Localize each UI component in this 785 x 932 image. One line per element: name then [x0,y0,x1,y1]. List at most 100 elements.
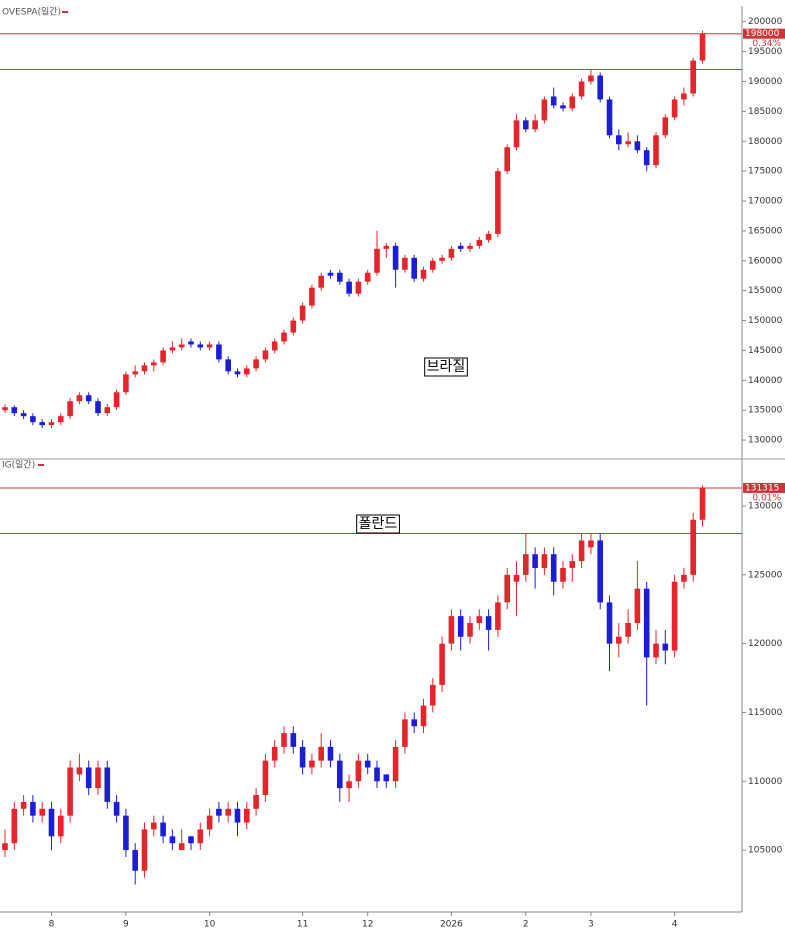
x-tick-label: 9 [123,920,129,930]
candle-body [448,616,455,644]
candle-body [309,287,315,306]
candle-body [132,371,138,375]
annotation: 브라질 [427,359,466,375]
candle-body [141,829,148,871]
candle-body [504,147,510,172]
candle-body [11,808,18,844]
candle-body [85,395,92,402]
candle-body [169,347,176,351]
candle-body [39,808,45,816]
candle-body [467,623,473,637]
candle-body [95,401,101,414]
candle-body [160,822,166,837]
candle-body [244,368,250,375]
x-tick-label: 2 [523,920,529,930]
candle-body [625,623,631,637]
candle-body [504,574,510,603]
candle-body [588,75,594,82]
candle-body [30,416,36,423]
candle-body [123,815,129,851]
candle-body [30,801,36,816]
candle-body [420,269,427,279]
x-tick-label: 4 [672,920,678,930]
candle-body [625,141,631,145]
candle-body [20,801,27,809]
candle-body [560,105,566,109]
candle-body [95,767,101,789]
candle-body [327,746,334,761]
candle-body [48,808,55,837]
candle-body [20,413,27,417]
candle-body [104,767,111,802]
candle-body [541,554,548,568]
title-icon [62,11,68,13]
candle-body [262,350,269,360]
candle-body [76,395,83,402]
candle-body [132,850,138,871]
y-tick-label: 145000 [748,346,783,356]
candle-body [206,344,213,348]
y-tick-label: 115000 [748,708,783,718]
candle-body [178,344,185,348]
annotation: 폴란드 [359,516,398,532]
candle-body [225,808,231,816]
candle-body [495,602,501,630]
y-tick-label: 130000 [748,436,783,446]
candle-body [681,574,687,582]
y-tick-label: 120000 [748,639,783,649]
candle-body [2,843,8,851]
candle-body [634,141,641,151]
candle-body [681,93,687,100]
candle-body [216,808,222,816]
y-tick-label: 160000 [748,256,783,266]
candle-body [550,554,557,582]
y-tick-label: 135000 [748,406,783,416]
candle-body [58,416,64,423]
x-tick-label: 3 [588,920,594,930]
candle-body [346,281,352,294]
candle-body [67,401,73,417]
x-tick-label: 8 [49,920,55,930]
candle-body [271,746,278,761]
candle-body [588,540,594,548]
candle-body [141,365,148,372]
candle-body [48,422,55,426]
y-tick-label: 155000 [748,286,783,296]
candle-body [374,248,380,273]
candle-body [513,120,520,148]
candle-body [281,733,287,747]
candle-body [457,245,464,249]
candle-body [299,305,306,321]
y-tick-label: 195000 [748,47,783,57]
change-label: 0.01% [752,493,781,503]
y-tick-label: 130000 [748,502,783,512]
candle-body [439,643,445,685]
candle-body [439,257,445,261]
candle-body [653,135,659,166]
candle-body [671,581,678,651]
candle-body [113,392,120,408]
last-price-box [743,482,785,493]
y-tick-label: 125000 [748,570,783,580]
candle-body [662,643,669,651]
y-tick-label: 185000 [748,107,783,117]
candle-body [457,616,464,637]
y-tick-label: 190000 [748,77,783,87]
candle-body [402,719,408,747]
y-tick-label: 170000 [748,197,783,207]
candle-body [634,588,641,624]
candle-body [76,767,83,775]
candle-body [653,643,659,658]
candle-body [188,836,194,844]
y-tick-label: 110000 [748,777,783,787]
candle-body [244,808,250,823]
candle-body [420,705,427,727]
candle-body [448,248,455,258]
candle-body [253,359,259,369]
candle-body [318,746,324,761]
candle-body [485,233,492,240]
candle-body [392,746,399,782]
y-tick-label: 200000 [748,17,783,27]
candle-body [578,81,585,97]
